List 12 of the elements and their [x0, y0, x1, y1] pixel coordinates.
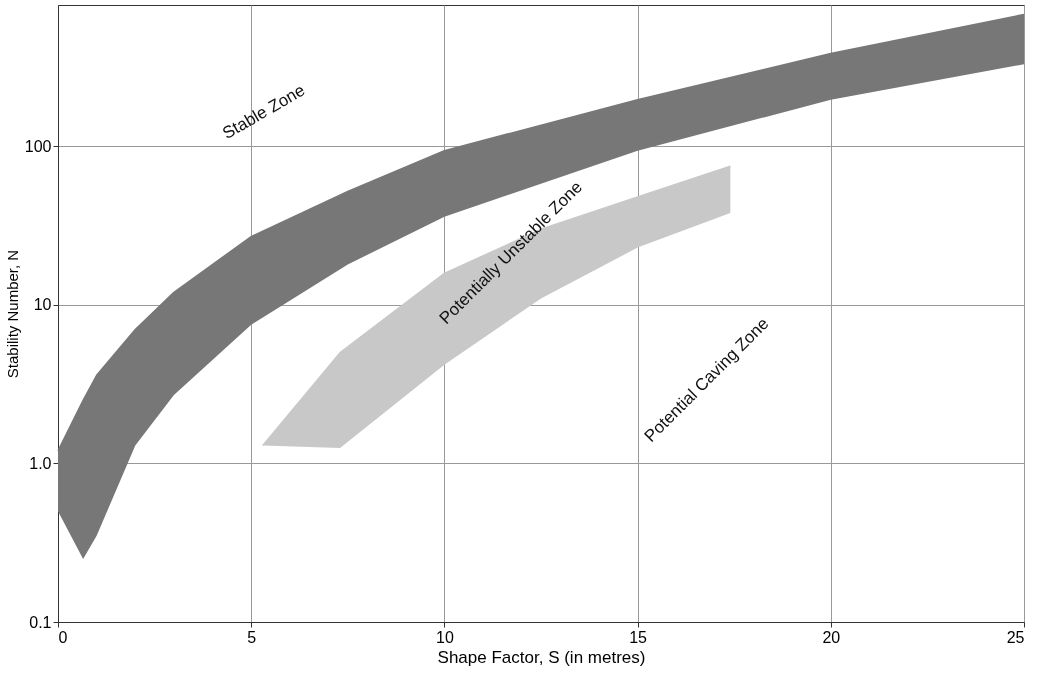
x-tick-label: 20 — [822, 628, 841, 646]
y-axis-title: Stability Number, N — [3, 249, 21, 379]
y-tick-label: 0.1 — [29, 613, 52, 631]
x-tick-label: 5 — [247, 628, 257, 646]
x-tick-label: 15 — [629, 628, 648, 646]
y-tick-label: 1.0 — [29, 454, 52, 472]
x-tick-label: 25 — [1006, 628, 1025, 646]
x-axis-title: Shape Factor, S (in metres) — [437, 647, 646, 667]
y-tick-label: 100 — [24, 137, 52, 155]
y-tick-label: 10 — [33, 296, 52, 314]
x-tick-label: 0 — [58, 628, 68, 646]
x-tick-label: 10 — [436, 628, 454, 646]
